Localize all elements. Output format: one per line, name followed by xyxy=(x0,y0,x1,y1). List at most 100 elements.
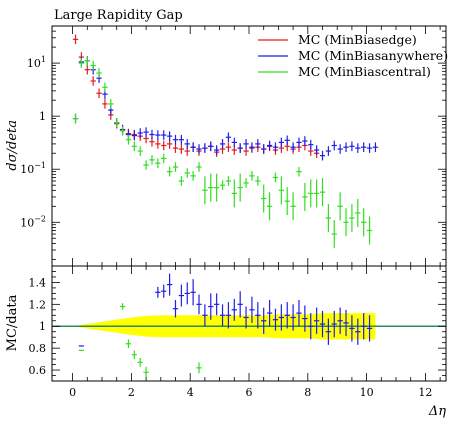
data-point-mc-minbiasanywhere xyxy=(243,139,249,149)
data-point-mc-minbiasanywhere xyxy=(290,142,296,152)
data-point-mc-minbiasanywhere xyxy=(237,143,243,153)
data-point-mc-minbiascentral xyxy=(255,176,261,186)
ratio-point-mc-minbiasanywhere xyxy=(255,302,261,329)
data-point-mc-minbiascentral xyxy=(102,82,108,93)
main-ticks-group: 10−2 10−1 1 101 xyxy=(20,25,446,266)
ratio-point-mc-minbiasanywhere xyxy=(178,284,185,307)
data-point-mc-minbiascentral xyxy=(331,220,337,249)
data-point-mc-minbiascentral xyxy=(296,166,302,177)
data-point-mc-minbiascentral xyxy=(325,204,332,233)
data-point-mc-minbiascentral xyxy=(272,172,279,183)
data-point-mc-minbiasedge xyxy=(72,34,79,45)
data-point-mc-minbiasanywhere xyxy=(366,143,373,153)
data-point-mc-minbiasanywhere xyxy=(149,129,155,140)
ratio-point-mc-minbiasanywhere xyxy=(325,318,332,345)
legend-entry-mc-minbiascentral: MC (MinBiascentral) xyxy=(258,64,431,79)
data-point-mc-minbiascentral xyxy=(172,162,179,172)
data-point-mc-minbiascentral xyxy=(131,141,137,152)
data-point-mc-minbiasanywhere xyxy=(161,130,167,140)
data-point-mc-minbiasanywhere xyxy=(190,142,196,152)
data-point-mc-minbiascentral xyxy=(196,162,202,172)
data-point-mc-minbiascentral xyxy=(366,216,373,245)
main-y-tick-label: 10−1 xyxy=(20,161,46,176)
data-point-mc-minbiascentral xyxy=(84,56,90,66)
data-point-mc-minbiasanywhere xyxy=(343,142,349,152)
data-point-mc-minbiascentral xyxy=(114,117,120,128)
ratio-point-mc-minbiasanywhere xyxy=(231,298,237,321)
data-point-mc-minbiasanywhere xyxy=(361,142,367,152)
ratio-y-tick-label: 0.8 xyxy=(29,342,47,355)
data-point-mc-minbiascentral xyxy=(308,179,314,208)
ratio-point-mc-minbiasanywhere xyxy=(313,307,320,334)
x-tick-label: 6 xyxy=(246,386,253,399)
data-point-mc-minbiascentral xyxy=(178,176,185,186)
data-point-mc-minbiasedge xyxy=(178,144,185,154)
data-point-mc-minbiascentral xyxy=(96,68,102,78)
ratio-point-mc-minbiasanywhere xyxy=(237,291,243,318)
data-point-mc-minbiasanywhere xyxy=(172,134,179,145)
data-point-mc-minbiasanywhere xyxy=(166,131,173,141)
data-point-mc-minbiasanywhere xyxy=(325,146,332,156)
data-point-mc-minbiasanywhere xyxy=(319,150,326,161)
data-point-mc-minbiascentral xyxy=(143,160,149,170)
ratio-point-mc-minbiasanywhere xyxy=(284,302,290,329)
data-point-mc-minbiascentral xyxy=(355,198,361,227)
ratio-point-mc-minbiascentral xyxy=(143,366,149,378)
data-point-mc-minbiascentral xyxy=(349,204,355,233)
ratio-y-tick-label: 0.6 xyxy=(29,364,47,377)
data-point-mc-minbiasedge xyxy=(90,76,96,86)
data-point-mc-minbiasedge xyxy=(172,143,179,153)
ratio-point-mc-minbiascentral xyxy=(137,358,143,367)
ratio-point-mc-minbiasanywhere xyxy=(166,273,173,296)
ratio-point-mc-minbiascentral xyxy=(125,339,132,349)
data-point-mc-minbiasedge xyxy=(155,139,161,149)
data-point-mc-minbiasanywhere xyxy=(231,137,237,148)
data-point-mc-minbiasanywhere xyxy=(143,127,149,137)
main-y-tick-label: 10−2 xyxy=(20,214,46,229)
ratio-point-mc-minbiasanywhere xyxy=(343,309,349,337)
x-tick-label: 12 xyxy=(418,386,432,399)
data-point-mc-minbiasanywhere xyxy=(255,139,261,149)
data-point-mc-minbiascentral xyxy=(137,146,143,156)
ratio-point-mc-minbiascentral xyxy=(131,350,137,360)
data-point-mc-minbiasanywhere xyxy=(261,144,267,154)
data-point-mc-minbiascentral xyxy=(155,158,161,168)
data-point-mc-minbiasanywhere xyxy=(196,144,202,154)
ratio-point-mc-minbiasanywhere xyxy=(319,310,326,338)
data-point-mc-minbiascentral xyxy=(108,99,114,109)
data-point-mc-minbiasanywhere xyxy=(355,143,361,153)
ratio-point-mc-minbiasanywhere xyxy=(278,304,284,331)
x-tick-label: 4 xyxy=(187,386,194,399)
data-point-mc-minbiasanywhere xyxy=(296,137,302,148)
data-point-mc-minbiasanywhere xyxy=(214,145,220,155)
legend-entry-mc-minbiasanywhere: MC (MinBiasanywhere) xyxy=(258,48,448,63)
ratio-point-mc-minbiasanywhere xyxy=(355,318,361,345)
data-point-mc-minbiasanywhere xyxy=(278,137,284,148)
ratio-point-mc-minbiasanywhere xyxy=(225,302,232,329)
data-point-mc-minbiascentral xyxy=(243,178,249,188)
main-y-tick-label: 1 xyxy=(39,110,46,123)
data-point-mc-minbiascentral xyxy=(214,173,220,202)
data-point-mc-minbiasanywhere xyxy=(308,139,314,150)
ratio-y-tick-label: 1 xyxy=(39,320,46,333)
data-point-mc-minbiascentral xyxy=(190,171,196,181)
ratio-point-mc-minbiasanywhere xyxy=(172,299,179,318)
data-point-mc-minbiascentral xyxy=(249,171,255,181)
data-point-mc-minbiasanywhere xyxy=(225,132,232,143)
data-point-mc-minbiasanywhere xyxy=(137,128,143,138)
ratio-point-mc-minbiasanywhere xyxy=(272,308,279,331)
ratio-point-mc-minbiasanywhere xyxy=(349,315,355,342)
data-point-mc-minbiasanywhere xyxy=(178,134,185,145)
data-point-mc-minbiascentral xyxy=(219,180,226,190)
ratio-point-mc-minbiasanywhere xyxy=(249,296,255,323)
ratio-point-mc-minbiasanywhere xyxy=(361,313,367,340)
data-point-mc-minbiasanywhere xyxy=(155,130,161,140)
legend-label: MC (MinBiasanywhere) xyxy=(298,48,448,63)
data-point-mc-minbiasanywhere xyxy=(184,139,190,149)
ratio-point-mc-minbiasanywhere xyxy=(266,299,273,327)
chart-title: Large Rapidity Gap xyxy=(54,8,183,23)
data-point-mc-minbiascentral xyxy=(261,184,267,213)
ratio-point-mc-minbiasanywhere xyxy=(308,313,314,340)
